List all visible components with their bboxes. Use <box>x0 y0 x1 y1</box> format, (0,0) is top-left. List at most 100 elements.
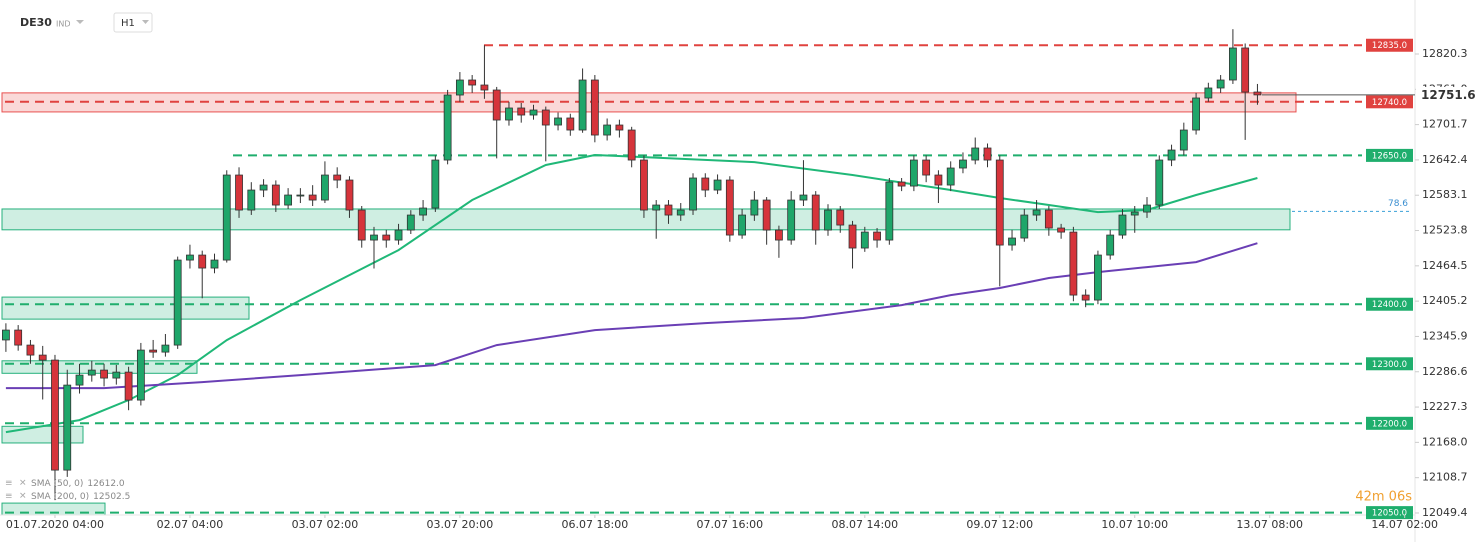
y-tick-label: 12820.3 <box>1422 47 1468 60</box>
candle-body <box>959 159 967 169</box>
candle-body <box>51 359 59 471</box>
candle-body <box>885 181 894 241</box>
sma-value: 12612.0 <box>87 479 124 489</box>
level-label-box <box>1366 357 1413 371</box>
candle-body <box>480 84 489 91</box>
y-tick-label: 12405.2 <box>1422 294 1468 307</box>
sma-legend: SMA (50, 0) 12612.0 <box>31 479 125 489</box>
candle-body <box>14 329 23 346</box>
level-label: 12300.0 <box>1372 360 1407 370</box>
candle-body <box>455 79 464 96</box>
candle-body <box>149 349 158 353</box>
y-tick-label: 12286.6 <box>1422 365 1468 378</box>
level-label-box <box>1366 148 1413 162</box>
header: DE30 IND H1 <box>20 12 153 33</box>
candle-body <box>112 371 121 379</box>
candle-body <box>1143 204 1151 213</box>
candle-body <box>161 344 170 353</box>
candle-body <box>38 354 47 361</box>
candle-body <box>284 194 293 206</box>
candle-body <box>1130 211 1139 216</box>
candle-body <box>541 109 550 126</box>
candle-body <box>1155 159 1164 206</box>
sma-remove[interactable]: ✕ <box>19 479 27 489</box>
y-tick-label: 12583.1 <box>1422 188 1468 201</box>
symbol-dropdown[interactable] <box>76 20 84 24</box>
candle-body <box>762 199 771 231</box>
interval-dropdown[interactable] <box>142 20 149 24</box>
level-label-box <box>1366 416 1413 430</box>
level-label-box <box>1366 38 1413 52</box>
candle-body <box>750 199 759 216</box>
candle-body <box>210 259 219 269</box>
candle-body <box>2 329 10 341</box>
candle-body <box>922 159 931 176</box>
candle-body <box>1204 87 1213 99</box>
candle-body <box>173 259 182 346</box>
y-tick-label: 12227.3 <box>1422 400 1468 413</box>
zone <box>1 502 106 515</box>
candle-body <box>640 159 648 211</box>
candle-body <box>370 234 378 241</box>
candle-body <box>725 179 734 236</box>
candle-body <box>713 179 722 191</box>
candle-body <box>627 129 636 161</box>
candle-body <box>235 174 243 211</box>
candle-body <box>1216 79 1225 89</box>
candle-body <box>1106 234 1115 256</box>
x-tick-label: 10.07 10:00 <box>1101 518 1168 531</box>
candle-body <box>946 167 955 186</box>
sma-line <box>5 242 1258 390</box>
candle-body <box>836 209 845 226</box>
candle-body <box>492 89 501 121</box>
candle-body <box>652 204 661 211</box>
candle-body <box>1192 97 1200 131</box>
sma-name: SMA (50, 0) <box>31 479 83 489</box>
interval-box[interactable] <box>113 12 153 33</box>
candle-body <box>1081 294 1090 301</box>
candle-body <box>824 209 832 231</box>
y-tick-label: 12345.9 <box>1422 329 1468 342</box>
candle-body <box>1032 209 1041 216</box>
candle-body <box>909 159 918 187</box>
y-tick-label: 12168.0 <box>1422 435 1468 448</box>
sma-remove[interactable]: ✕ <box>19 492 27 502</box>
level-label: 12740.0 <box>1372 98 1407 108</box>
x-tick-label: 03.07 20:00 <box>427 518 494 531</box>
candle-body <box>971 147 980 161</box>
sma-icon: ≡ <box>5 492 13 502</box>
candle-body <box>517 107 526 116</box>
y-tick-label: 12049.4 <box>1422 506 1468 519</box>
level-label: 12650.0 <box>1372 151 1407 161</box>
candle-body <box>860 231 869 249</box>
sma-value: 12502.5 <box>93 492 130 502</box>
y-tick-label: 12701.7 <box>1422 118 1468 131</box>
symbol[interactable]: DE30 <box>20 16 52 29</box>
candle-body <box>382 234 391 241</box>
candle-body <box>799 194 808 201</box>
candle-body <box>468 79 477 86</box>
sma-name: SMA (200, 0) <box>31 492 89 502</box>
candle-body <box>1229 47 1237 81</box>
candle-body <box>738 214 746 236</box>
sma-line <box>5 153 1258 434</box>
candle-body <box>676 209 685 216</box>
candle-body <box>1020 214 1029 239</box>
x-tick-label: 06.07 18:00 <box>562 518 629 531</box>
candle-body <box>419 207 427 216</box>
interval[interactable]: H1 <box>121 18 135 29</box>
candle-body <box>873 231 881 241</box>
level-label: 12050.0 <box>1372 509 1407 519</box>
market: IND <box>56 20 71 29</box>
candle-body <box>124 371 133 401</box>
x-tick-label: 01.07.2020 04:00 <box>6 518 104 531</box>
candle-body <box>136 349 145 401</box>
level-label: 12835.0 <box>1372 41 1407 51</box>
candle-body <box>357 209 366 241</box>
candle-body <box>664 204 673 216</box>
candle-body <box>590 79 599 136</box>
candle-body <box>333 174 342 181</box>
lines-layer <box>5 44 1410 514</box>
candle-body <box>811 194 820 231</box>
level-label: 12400.0 <box>1372 300 1407 310</box>
